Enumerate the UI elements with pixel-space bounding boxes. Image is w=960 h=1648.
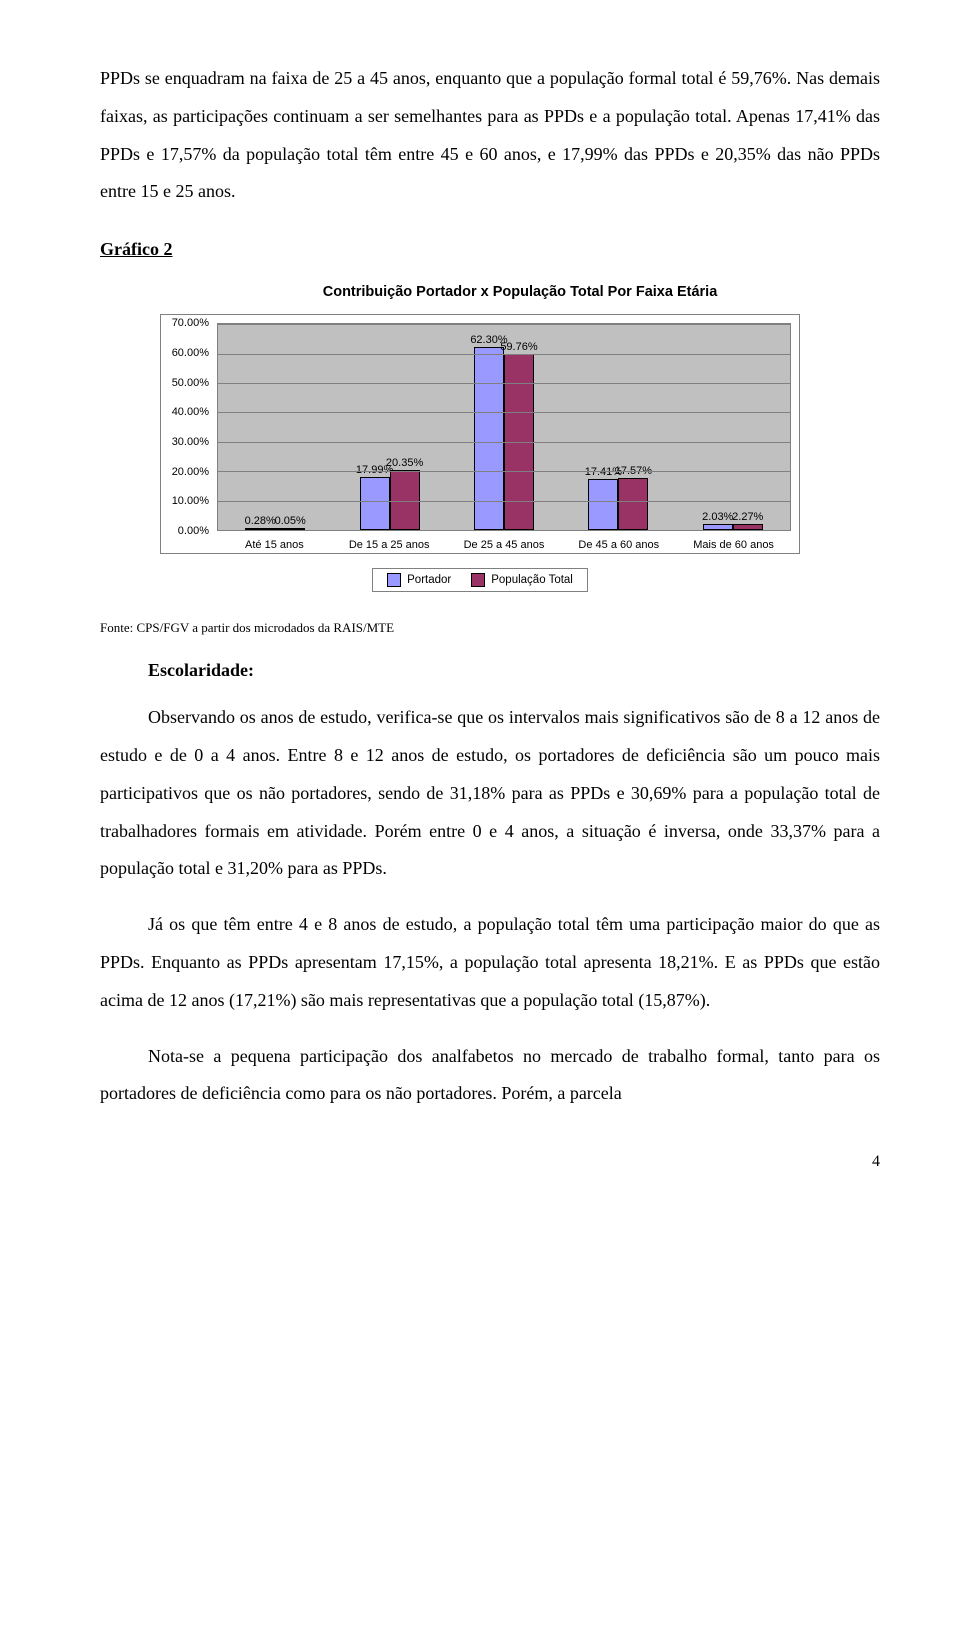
bars-group: 0.28%0.05% 17.99%20.35% 62.30%59.76% 17.41%…: [218, 324, 790, 530]
x-tick-label: Até 15 anos: [219, 539, 329, 551]
bar-group: 62.30%59.76%: [467, 324, 541, 530]
chart-title: Contribuição Portador x População Total …: [160, 284, 880, 300]
x-axis-labels: Até 15 anos De 15 a 25 anos De 25 a 45 ano…: [217, 539, 791, 551]
y-tick-label: 60.00%: [172, 347, 209, 359]
legend-swatch-a: [387, 573, 401, 587]
body-p1: Observando os anos de estudo, verifica-s…: [100, 699, 880, 888]
bar-value-label: 2.27%: [732, 511, 763, 523]
x-tick-label: De 45 a 60 anos: [564, 539, 674, 551]
bar-group: 0.28%0.05%: [238, 324, 312, 530]
legend-item-a: Portador: [387, 573, 451, 587]
chart-legend: Portador População Total: [160, 568, 800, 592]
chart-frame: 0.00% 10.00% 20.00% 30.00% 40.00% 50.00% 60.00…: [160, 314, 800, 554]
bar-value-label: 20.35%: [386, 457, 423, 469]
bar-group: 17.41%17.57%: [581, 324, 655, 530]
plot-area: 0.28%0.05% 17.99%20.35% 62.30%59.76% 17.41%…: [217, 323, 791, 531]
legend-item-b: População Total: [471, 573, 573, 587]
bar-value-label: 0.05%: [275, 515, 306, 527]
bar-value-label: 59.76%: [500, 341, 537, 353]
legend-label-b: População Total: [491, 574, 573, 586]
y-tick-label: 50.00%: [172, 377, 209, 389]
section-label: Gráfico 2: [100, 239, 880, 260]
x-tick-label: De 25 a 45 anos: [449, 539, 559, 551]
y-tick-label: 0.00%: [178, 525, 209, 537]
bar-group: 2.03%2.27%: [696, 324, 770, 530]
y-tick-label: 70.00%: [172, 317, 209, 329]
y-tick-label: 40.00%: [172, 406, 209, 418]
y-axis-ticks: 0.00%10.00%20.00%30.00%40.00%50.00%60.00…: [161, 323, 213, 531]
x-tick-label: De 15 a 25 anos: [334, 539, 444, 551]
legend-swatch-b: [471, 573, 485, 587]
bar-value-label: 2.03%: [702, 511, 733, 523]
subheading: Escolaridade:: [148, 660, 880, 681]
x-tick-label: Mais de 60 anos: [679, 539, 789, 551]
y-tick-label: 10.00%: [172, 495, 209, 507]
bar-group: 17.99%20.35%: [353, 324, 427, 530]
body-p2: Já os que têm entre 4 e 8 anos de estudo…: [100, 906, 880, 1019]
chart-container: Contribuição Portador x População Total …: [160, 284, 880, 592]
chart-source: Fonte: CPS/FGV a partir dos microdados d…: [100, 620, 880, 636]
page-number: 4: [100, 1153, 880, 1171]
legend-label-a: Portador: [407, 574, 451, 586]
body-p3: Nota-se a pequena participação dos analf…: [100, 1038, 880, 1114]
intro-paragraph: PPDs se enquadram na faixa de 25 a 45 an…: [100, 60, 880, 211]
bar-value-label: 0.28%: [245, 515, 276, 527]
y-tick-label: 20.00%: [172, 466, 209, 478]
y-tick-label: 30.00%: [172, 436, 209, 448]
